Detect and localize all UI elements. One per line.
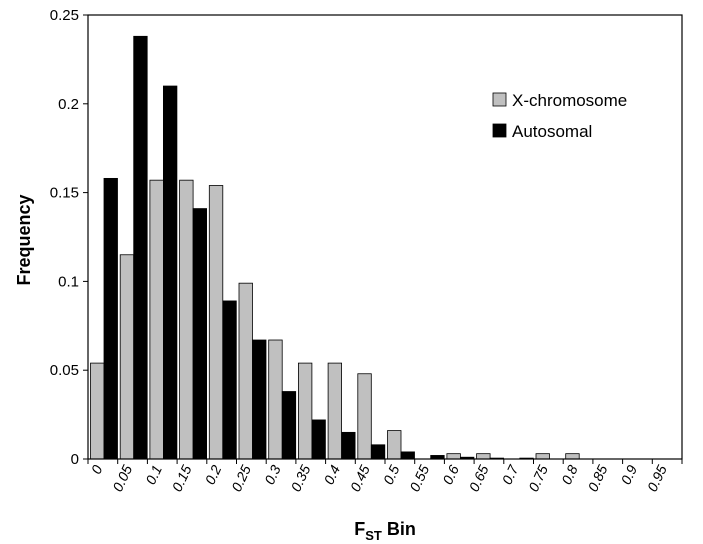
bar-autosomal-4 bbox=[222, 300, 237, 460]
bar-x-chromosome-10 bbox=[387, 430, 402, 460]
bar-x-chromosome-6 bbox=[268, 339, 283, 460]
x-tick-label: 0.3 bbox=[261, 462, 284, 487]
bar-autosomal-6 bbox=[281, 391, 297, 460]
y-tick-label: 0.25 bbox=[50, 7, 79, 24]
legend-swatch-autosomal bbox=[492, 123, 507, 138]
bar-x-chromosome-4 bbox=[208, 185, 224, 460]
bar-x-chromosome-2 bbox=[149, 179, 164, 460]
bar-x-chromosome-12 bbox=[446, 453, 461, 460]
x-axis-title-rest: Bin bbox=[382, 519, 416, 539]
bar-autosomal-9 bbox=[370, 444, 386, 460]
bar-x-chromosome-5 bbox=[238, 282, 253, 460]
y-ticks-layer: 0 0.05 0.1 0.15 0.2 0.25 bbox=[50, 7, 88, 468]
x-tick-label: 0.45 bbox=[347, 462, 373, 494]
y-tick-label: 0 bbox=[71, 451, 79, 468]
legend-label-autosomal: Autosomal bbox=[512, 122, 592, 141]
y-axis-title: Frequency bbox=[14, 194, 34, 285]
x-ticks-layer: 0 0.05 0.1 0.15 0.2 0.25 0.3 0.35 0.4 0.45 0.5 0.55… bbox=[87, 459, 683, 494]
bars-layer bbox=[90, 35, 580, 460]
x-tick-label: 0.55 bbox=[406, 462, 432, 494]
x-axis-title-sub: ST bbox=[365, 528, 382, 543]
legend-swatch-x-chromosome bbox=[492, 92, 507, 107]
bar-x-chromosome-8 bbox=[327, 362, 343, 460]
x-tick-label: 0.4 bbox=[320, 462, 343, 487]
bar-autosomal-3 bbox=[192, 208, 208, 460]
bar-autosomal-10 bbox=[400, 451, 415, 460]
x-tick-label: 0.75 bbox=[525, 462, 551, 494]
bar-autosomal-7 bbox=[311, 419, 326, 460]
y-tick-label: 0.1 bbox=[58, 273, 79, 290]
bar-autosomal-0 bbox=[103, 177, 118, 460]
x-tick-label: 0.85 bbox=[584, 462, 610, 494]
bar-x-chromosome-15 bbox=[535, 453, 550, 460]
x-tick-label: 0.7 bbox=[499, 461, 522, 487]
x-tick-label: 0.6 bbox=[439, 462, 462, 487]
x-tick-label: 0.2 bbox=[202, 462, 225, 487]
x-tick-label: 0.35 bbox=[287, 462, 313, 494]
bar-autosomal-5 bbox=[252, 339, 267, 460]
x-tick-label: 0.65 bbox=[466, 462, 492, 494]
legend: X-chromosome Autosomal bbox=[492, 91, 627, 141]
x-tick-label: 0.5 bbox=[380, 462, 403, 487]
x-tick-label: 0.15 bbox=[169, 462, 195, 494]
bar-x-chromosome-9 bbox=[357, 373, 372, 460]
x-tick-label: 0.8 bbox=[558, 462, 581, 487]
bar-x-chromosome-16 bbox=[565, 453, 580, 460]
bar-x-chromosome-7 bbox=[297, 362, 313, 460]
x-axis-title: FST Bin bbox=[354, 519, 416, 543]
bar-x-chromosome-13 bbox=[476, 453, 491, 460]
bar-autosomal-8 bbox=[341, 431, 356, 460]
bar-x-chromosome-3 bbox=[179, 179, 194, 460]
y-tick-label: 0.2 bbox=[58, 96, 79, 113]
x-tick-label: 0.9 bbox=[617, 462, 640, 487]
bar-autosomal-2 bbox=[162, 85, 178, 460]
x-tick-label: 0.05 bbox=[109, 462, 135, 494]
y-tick-label: 0.15 bbox=[50, 185, 79, 202]
x-tick-label: 0 bbox=[88, 462, 106, 476]
x-tick-label: 0.1 bbox=[142, 463, 165, 487]
bar-x-chromosome-0 bbox=[90, 362, 105, 460]
y-tick-label: 0.05 bbox=[50, 362, 79, 379]
legend-label-x-chromosome: X-chromosome bbox=[512, 91, 627, 110]
x-axis-title-main: F bbox=[354, 519, 365, 539]
x-tick-label: 0.25 bbox=[228, 462, 254, 494]
x-tick-label: 0.95 bbox=[644, 462, 670, 494]
bar-autosomal-1 bbox=[133, 35, 148, 460]
bar-x-chromosome-1 bbox=[119, 254, 135, 460]
